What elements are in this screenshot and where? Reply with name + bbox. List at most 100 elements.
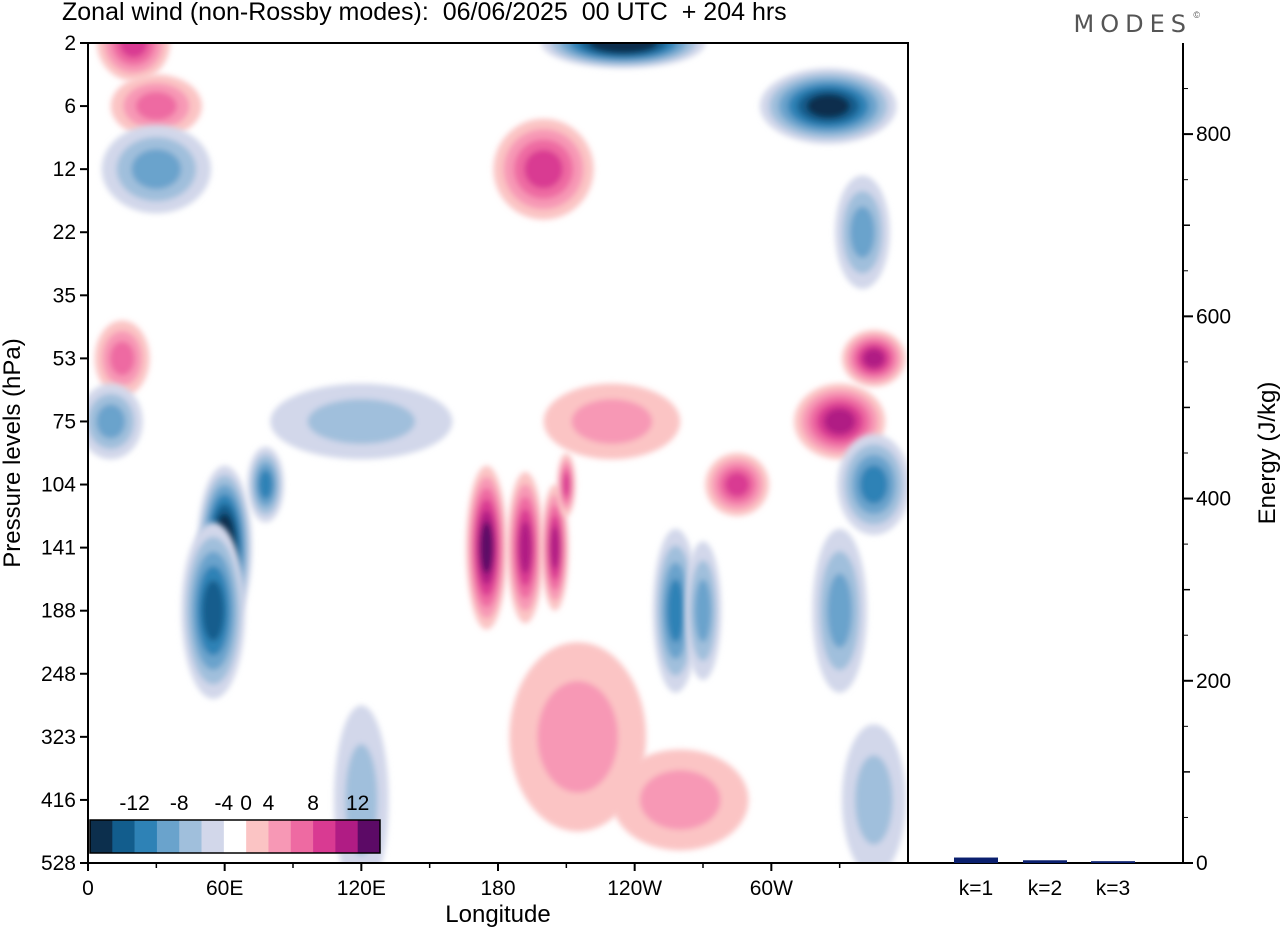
contour-band [537,681,619,793]
y-tick-label: 528 [41,852,76,875]
x-tick-label: 120W [607,877,662,900]
contour-feature [181,522,246,699]
colorbar-tick-label: 0 [240,792,252,815]
energy-category-label: k=1 [959,877,993,900]
contour-feature [841,724,906,863]
contour-band [666,579,685,643]
energy-bar [954,857,998,863]
y-tick-label: 75 [53,410,76,433]
y-tick-label: 53 [53,347,76,370]
energy-tick-label: 400 [1196,488,1231,511]
contour-feature [507,471,544,624]
colorbar-swatch [90,820,113,853]
heatmap-contours [88,43,908,863]
y-axis: 2 6 12 22 35 53 75 104 141 188 248 323 416 528 [41,32,88,875]
contour-band [135,91,177,121]
x-tick-label: 60W [750,877,793,900]
colorbar-swatch [357,820,381,853]
contour-band [571,399,653,444]
colorbar-swatch [313,820,336,853]
y-tick-label: 35 [53,284,76,307]
energy-tick-label: 600 [1196,305,1231,328]
y-tick-label: 104 [41,474,76,497]
colorbar-tick-label: -4 [215,792,234,815]
colorbar-swatch [268,820,292,853]
contour-feature [611,749,749,851]
y-tick-label: 22 [53,221,76,244]
contour-band [806,94,850,119]
contour-band [131,149,182,190]
x-axis: 0 60E 120E 180 120W 60W [82,863,841,900]
contour-band [862,348,885,369]
contour-feature [759,68,897,144]
contour-band [724,472,750,497]
energy-axis-label: Energy (J/kg) [1254,382,1280,525]
colorbar-tick-label: 4 [263,792,275,815]
contour-feature [684,541,722,681]
contour-band [598,43,648,51]
contour-band [519,521,532,574]
colorbar-tick-label: -8 [170,792,189,815]
contour-feature [94,320,150,397]
y-tick-label: 248 [41,663,76,686]
colorbar-swatch [335,820,358,853]
contour-feature [466,465,508,630]
energy-category-label: k=2 [1028,877,1062,900]
energy-tick-label: 800 [1196,123,1231,146]
y-tick-label: 416 [41,789,76,812]
x-tick-label: 180 [480,877,515,900]
contour-feature [837,434,908,535]
contour-band [524,149,563,189]
energy-category-label: k=3 [1096,877,1130,900]
colorbar-legend: -12 -8 -4 0 4 8 12 [89,792,381,854]
contour-band [694,579,712,643]
contour-feature [88,383,143,460]
colorbar-swatch [201,820,225,853]
x-axis-label: Longitude [445,901,550,928]
contour-band [96,404,126,439]
contour-band [480,521,494,574]
contour-band [119,43,148,58]
contour-band [562,472,570,497]
chart-title: Zonal wind (non-Rossby modes): 06/06/202… [62,0,787,26]
brand-mark: © [1193,10,1200,20]
energy-tick-label: 200 [1196,670,1231,693]
contour-feature [841,330,906,387]
colorbar-swatch [112,820,135,853]
colorbar-swatch [246,820,269,853]
y-tick-label: 2 [64,32,76,55]
contour-band [850,206,875,258]
colorbar-tick-label: 8 [307,792,319,815]
contour-band [109,341,135,376]
contour-feature [493,118,594,220]
colorbar-swatch [156,820,180,853]
contour-feature [557,453,576,517]
contour-band [823,408,856,435]
y-tick-label: 12 [53,158,76,181]
colorbar-swatch [223,820,247,853]
contour-band [258,469,273,500]
contour-feature [247,446,284,523]
x-tick-label: 60E [206,877,243,900]
y-tick-label: 141 [41,537,76,560]
contour-band [307,399,416,444]
contour-feature [509,642,647,832]
energy-bar [1091,861,1135,863]
x-tick-label: 120E [337,877,386,900]
contour-feature [101,124,211,214]
y-tick-label: 323 [41,726,76,749]
energy-bar [1023,860,1067,863]
colorbar-frame [89,819,381,854]
colorbar-swatch [290,820,314,853]
contour-band [855,755,893,845]
energy-chart: 0 200 400 600 800 k=1 k=2 k=3 [954,88,1231,900]
y-axis-label: Pressure levels (hPa) [0,338,26,567]
energy-tick-label: 0 [1196,852,1208,875]
y-tick-label: 6 [64,95,76,118]
contour-feature [543,383,681,460]
contour-feature [835,175,890,289]
brand-logo: MODES [1073,10,1192,38]
contour-feature [652,528,699,693]
contour-feature [110,74,202,138]
